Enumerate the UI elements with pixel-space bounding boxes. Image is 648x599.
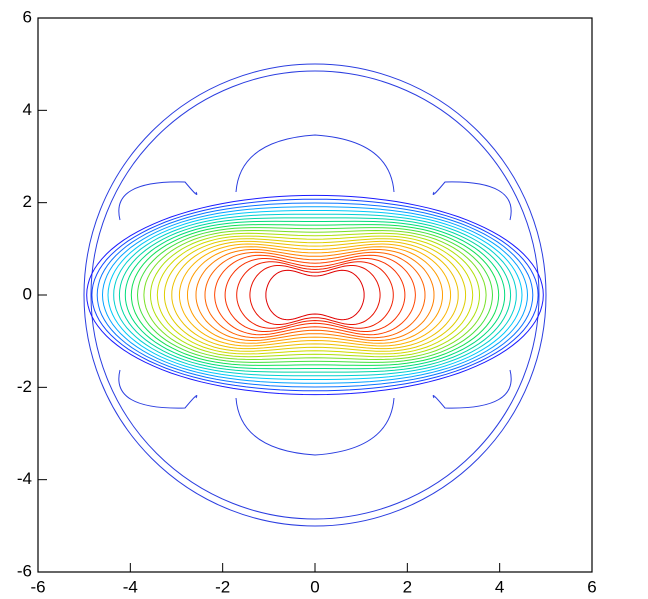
contour-line: [163, 238, 467, 352]
x-tick-label: -2: [215, 577, 230, 596]
x-tick-label: 0: [310, 577, 319, 596]
contour-line: [96, 202, 534, 388]
y-tick-label: 2: [23, 192, 32, 211]
contour-line: [156, 235, 474, 355]
outer-contours: [83, 63, 547, 527]
x-tick-label: 6: [587, 577, 596, 596]
contour-line: [171, 240, 459, 350]
x-tick-label: -4: [123, 577, 138, 596]
contour-line: [214, 254, 416, 336]
x-tick-label: 4: [495, 577, 504, 596]
contour-line: [118, 217, 512, 373]
y-tick-label: -6: [17, 561, 32, 580]
contour-circle: [90, 70, 540, 520]
contour-line: [235, 134, 395, 193]
contour-line: [195, 249, 435, 341]
contour-line: [235, 397, 395, 456]
y-tick-label: -2: [17, 377, 32, 396]
contour-line: [149, 232, 481, 358]
contour-line: [113, 213, 517, 377]
contour-circle: [83, 63, 547, 527]
y-tick-label: -4: [17, 469, 32, 488]
contour-line: [265, 269, 365, 321]
contour-line: [107, 210, 523, 380]
contour-line: [101, 206, 529, 384]
y-tick-label: 4: [23, 100, 32, 119]
contour-line: [118, 181, 198, 221]
x-tick-label: -6: [30, 577, 45, 596]
y-tick-label: 0: [23, 284, 32, 303]
x-tick-label: 2: [403, 577, 412, 596]
contour-line: [130, 224, 500, 366]
contour-line: [186, 246, 444, 344]
y-tick-label: 6: [23, 7, 32, 26]
contour-line: [432, 181, 512, 221]
contour-line: [118, 369, 198, 409]
contour-line: [432, 369, 512, 409]
plot-frame: [37, 17, 593, 573]
contour-line: [249, 265, 381, 325]
contour-line: [143, 229, 487, 361]
contour-line: [86, 194, 544, 396]
contour-line: [91, 198, 539, 392]
contour-line: [236, 261, 394, 329]
contour-line: [124, 220, 506, 370]
contour-line: [178, 243, 452, 347]
contour-line: [204, 251, 426, 339]
contour-line: [224, 258, 406, 332]
contour-line: [136, 227, 494, 363]
